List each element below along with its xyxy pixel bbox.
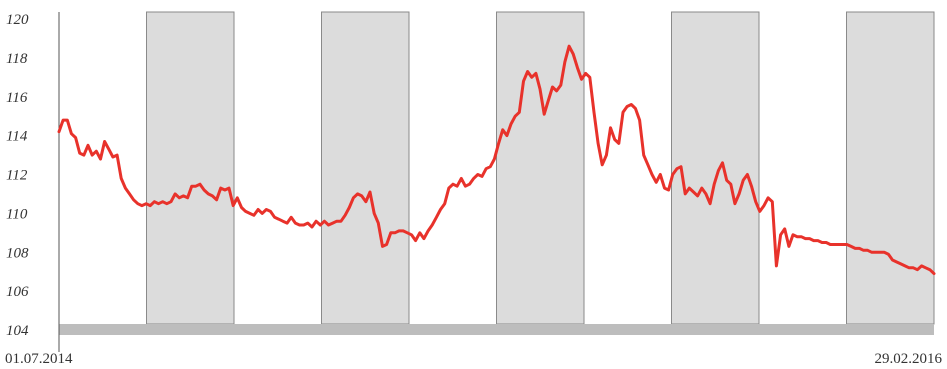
shaded-bands: [146, 11, 935, 325]
series-line: [57, 44, 936, 276]
y-tick-label: 110: [6, 206, 28, 222]
y-tick-label: 108: [6, 245, 29, 261]
y-tick-label: 114: [6, 129, 28, 145]
shaded-band: [321, 11, 410, 325]
baseline-bar: [59, 324, 934, 335]
shaded-band: [146, 11, 235, 325]
y-tick-label: 112: [6, 168, 28, 184]
y-tick-label: 104: [6, 323, 29, 339]
x-tick-label: 01.07.2014: [5, 351, 73, 367]
x-tick-labels: 01.07.2014 29.02.2016: [5, 351, 943, 367]
y-tick-label: 120: [6, 12, 29, 28]
y-tick-label: 118: [6, 51, 28, 67]
x-tick-label: 29.02.2016: [875, 351, 943, 367]
y-tick-label: 116: [6, 90, 28, 106]
y-tick-labels: 120 118 116 114 112 110 108 106 104: [6, 12, 29, 339]
shaded-band: [496, 11, 585, 325]
y-tick-label: 106: [6, 284, 29, 300]
shaded-band: [846, 11, 935, 325]
shaded-band: [671, 11, 760, 325]
